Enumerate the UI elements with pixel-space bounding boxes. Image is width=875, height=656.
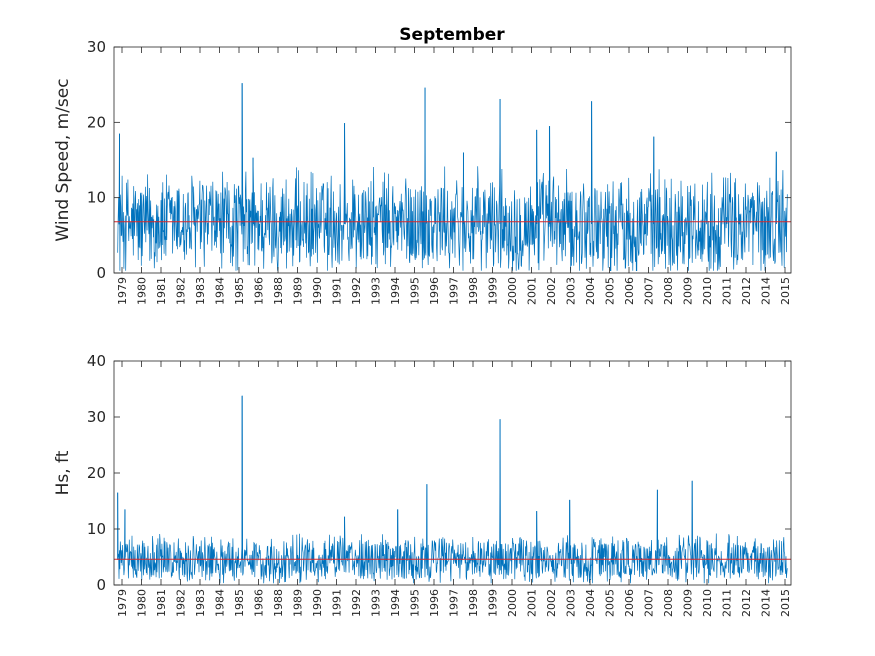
x-tick-label: 1985 — [233, 589, 246, 617]
x-tick-label: 1998 — [467, 277, 480, 305]
x-tick-label: 1986 — [253, 589, 266, 617]
x-tick-label: 2009 — [682, 277, 695, 305]
x-tick-label: 2015 — [779, 277, 792, 305]
x-tick-label: 1997 — [448, 277, 461, 305]
x-tick-label: 2014 — [760, 589, 773, 617]
x-tick-label: 2003 — [565, 277, 578, 305]
x-tick-label: 2001 — [526, 589, 539, 617]
x-tick-label: 1989 — [292, 589, 305, 617]
x-tick-label: 1988 — [272, 277, 285, 305]
x-tick-label: 1979 — [116, 589, 129, 617]
x-tick-label: 2000 — [506, 277, 519, 305]
y-tick-label: 10 — [87, 189, 106, 207]
y-tick-label: 0 — [96, 576, 106, 594]
x-tick-label: 2004 — [584, 589, 597, 617]
x-tick-label: 1981 — [155, 589, 168, 617]
x-tick-label: 1990 — [311, 589, 324, 617]
x-tick-label: 1981 — [155, 277, 168, 305]
x-tick-label: 2001 — [526, 277, 539, 305]
y-ticks: 0 10 20 30 40 — [87, 352, 791, 594]
x-tick-label: 2012 — [740, 277, 753, 305]
x-tick-label: 2011 — [721, 589, 734, 617]
y-ticks: 0 10 20 30 — [87, 38, 791, 282]
x-tick-label: 1986 — [253, 277, 266, 305]
chart-title: September — [399, 25, 505, 45]
x-tick-label: 2006 — [623, 589, 636, 617]
x-tick-label: 2002 — [545, 277, 558, 305]
x-tick-label: 1998 — [467, 589, 480, 617]
x-tick-label: 1989 — [292, 277, 305, 305]
x-ticks: 1979 1980 1981 1982 1983 1984 1985 1986 1988 1989… — [116, 47, 792, 305]
x-tick-label: 2010 — [701, 277, 714, 305]
x-tick-label: 1985 — [233, 277, 246, 305]
x-tick-label: 2005 — [604, 589, 617, 617]
x-tick-label: 2000 — [506, 589, 519, 617]
y-tick-label: 40 — [87, 352, 106, 370]
x-tick-label: 2003 — [565, 589, 578, 617]
x-tick-label: 1980 — [136, 589, 149, 617]
y-tick-label: 20 — [87, 113, 106, 131]
x-tick-label: 1990 — [311, 277, 324, 305]
series-line — [117, 83, 788, 272]
x-tick-label: 1992 — [350, 277, 363, 305]
hs-series — [117, 395, 788, 584]
x-tick-label: 1983 — [194, 277, 207, 305]
series-line — [117, 395, 788, 584]
x-tick-label: 1994 — [389, 589, 402, 617]
x-tick-label: 1996 — [428, 589, 441, 617]
y-tick-label: 20 — [87, 464, 106, 482]
x-tick-label: 1983 — [194, 589, 207, 617]
x-tick-label: 2014 — [760, 277, 773, 305]
wind-speed-axes: 0 10 20 30 1979 1980 1981 1982 1983 1984 1985 1986… — [53, 25, 792, 305]
x-tick-label: 1994 — [389, 277, 402, 305]
x-tick-label: 2008 — [662, 589, 675, 617]
x-tick-label: 2008 — [662, 277, 675, 305]
x-tick-label: 1988 — [272, 589, 285, 617]
plot-frame — [113, 46, 792, 274]
x-tick-label: 1979 — [116, 277, 129, 305]
y-tick-label: 30 — [87, 408, 106, 426]
x-tick-label: 2007 — [643, 277, 656, 305]
x-tick-label: 2004 — [584, 277, 597, 305]
y-axis-label: Hs, ft — [53, 450, 73, 495]
x-tick-label: 1991 — [331, 277, 344, 305]
x-tick-label: 1993 — [370, 277, 383, 305]
y-tick-label: 10 — [87, 520, 106, 538]
x-tick-label: 1996 — [428, 277, 441, 305]
x-tick-label: 1999 — [487, 277, 500, 305]
x-tick-label: 2006 — [623, 277, 636, 305]
x-tick-label: 1982 — [175, 589, 188, 617]
x-tick-label: 1993 — [370, 589, 383, 617]
x-tick-label: 2009 — [682, 589, 695, 617]
x-tick-label: 2005 — [604, 277, 617, 305]
x-tick-label: 2002 — [545, 589, 558, 617]
wind-speed-series — [117, 83, 788, 272]
x-tick-label: 2007 — [643, 589, 656, 617]
x-tick-label: 1980 — [136, 277, 149, 305]
y-tick-label: 30 — [87, 38, 106, 56]
x-tick-label: 1999 — [487, 589, 500, 617]
x-tick-label: 2010 — [701, 589, 714, 617]
x-tick-label: 1997 — [448, 589, 461, 617]
x-tick-label: 2012 — [740, 589, 753, 617]
x-tick-label: 1992 — [350, 589, 363, 617]
x-tick-label: 1995 — [409, 277, 422, 305]
y-axis-label: Wind Speed, m/sec — [53, 78, 73, 241]
x-tick-label: 1982 — [175, 277, 188, 305]
x-tick-label: 1991 — [331, 589, 344, 617]
x-tick-label: 2011 — [721, 277, 734, 305]
x-tick-label: 2015 — [779, 589, 792, 617]
x-tick-label: 1984 — [214, 277, 227, 305]
x-tick-label: 1995 — [409, 589, 422, 617]
x-tick-label: 1984 — [214, 589, 227, 617]
x-ticks: 1979 1980 1981 1982 1983 1984 1985 1986 1988 1989… — [116, 361, 792, 617]
y-tick-label: 0 — [96, 264, 106, 282]
